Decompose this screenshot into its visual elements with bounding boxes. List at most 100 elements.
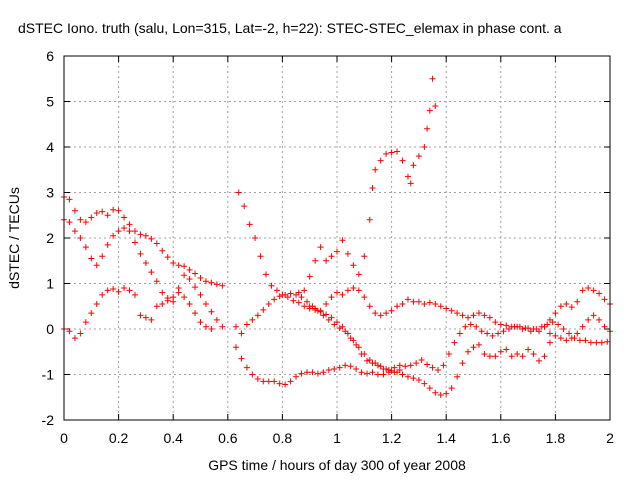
data-point: [243, 364, 250, 371]
x-tick-label: 2: [606, 430, 614, 446]
data-point: [336, 364, 343, 371]
data-point: [489, 332, 496, 339]
data-point: [71, 335, 78, 342]
data-point: [465, 348, 472, 355]
data-point: [380, 371, 387, 378]
data-point: [415, 153, 422, 160]
data-point: [415, 376, 422, 383]
data-point: [342, 328, 349, 335]
data-point: [306, 273, 313, 280]
data-point: [320, 369, 327, 376]
data-point: [377, 363, 384, 370]
data-point: [372, 310, 379, 317]
data-point: [99, 291, 106, 298]
data-point: [110, 285, 117, 292]
data-point: [88, 310, 95, 317]
data-point: [486, 353, 493, 360]
data-point: [287, 290, 294, 297]
data-point: [585, 316, 592, 323]
data-point: [148, 235, 155, 242]
data-point: [131, 228, 138, 235]
x-axis-label: GPS time / hours of day 300 of year 2008: [208, 457, 466, 473]
data-point: [364, 357, 371, 364]
data-point: [497, 348, 504, 355]
y-tick-label: 0: [46, 321, 54, 337]
data-point: [503, 322, 510, 329]
x-tick-label: 1.8: [546, 430, 566, 446]
data-point: [197, 319, 204, 326]
data-point: [192, 284, 199, 291]
data-point: [213, 316, 220, 323]
data-point: [582, 337, 589, 344]
data-point: [243, 321, 250, 328]
data-point: [88, 214, 95, 221]
y-tick-label: 1: [46, 276, 54, 292]
data-point: [443, 305, 450, 312]
data-point: [336, 325, 343, 332]
data-point: [328, 253, 335, 260]
data-point: [99, 253, 106, 260]
plot-frame: [63, 55, 611, 421]
data-point: [473, 323, 480, 330]
data-point: [470, 344, 477, 351]
x-tick-labels: 0 0.2 0.4 0.6 0.8 1 1.2 1.4 1.6 1.8 2: [60, 430, 614, 446]
data-point: [148, 269, 155, 276]
data-point: [82, 244, 89, 251]
data-point: [560, 326, 567, 332]
data-point: [314, 370, 321, 377]
data-point: [276, 293, 283, 300]
data-point: [546, 339, 553, 346]
x-tick-label: 0.6: [218, 430, 238, 446]
data-point: [465, 314, 472, 321]
data-point: [71, 228, 78, 235]
data-point: [552, 332, 559, 339]
data-point: [415, 298, 422, 305]
x-tick-label: 1: [333, 430, 341, 446]
data-point: [208, 326, 215, 332]
data-point: [377, 157, 384, 164]
data-point: [142, 232, 149, 239]
data-point: [546, 316, 553, 323]
data-point: [435, 366, 442, 373]
data-point: [153, 240, 160, 247]
data-point: [508, 323, 515, 330]
data-point: [478, 328, 485, 335]
data-point: [153, 303, 160, 310]
data-point: [254, 376, 261, 383]
data-point: [121, 224, 128, 231]
data-point: [484, 330, 491, 337]
data-point: [263, 271, 270, 278]
data-point: [273, 287, 280, 294]
data-point: [186, 275, 193, 282]
data-point: [104, 241, 111, 248]
data-point: [557, 335, 564, 342]
data-point: [99, 208, 106, 215]
data-point: [208, 308, 215, 315]
data-point: [462, 323, 469, 330]
data-point: [202, 323, 209, 330]
data-point: [576, 337, 583, 344]
data-point: [601, 323, 608, 330]
chart-title: dSTEC Iono. truth (salu, Lon=315, Lat=-2…: [18, 20, 562, 36]
data-point: [159, 300, 166, 307]
data-point: [71, 207, 78, 214]
data-point: [364, 370, 371, 377]
data-point: [459, 312, 466, 319]
data-point: [590, 312, 597, 319]
data-point: [353, 366, 360, 373]
data-point: [121, 214, 128, 221]
data-point: [481, 351, 488, 358]
data-point: [369, 184, 376, 191]
data-point: [530, 351, 537, 358]
data-point: [374, 362, 381, 369]
data-point: [175, 262, 182, 269]
data-point: [126, 287, 133, 294]
data-points: [61, 75, 613, 398]
y-tick-labels: -2 -1 0 1 2 3 4 5 6: [42, 48, 55, 428]
data-point: [369, 360, 376, 367]
data-point: [238, 355, 245, 362]
data-point: [197, 275, 204, 282]
data-point: [587, 339, 594, 346]
data-point: [164, 254, 171, 261]
data-point: [323, 311, 330, 318]
